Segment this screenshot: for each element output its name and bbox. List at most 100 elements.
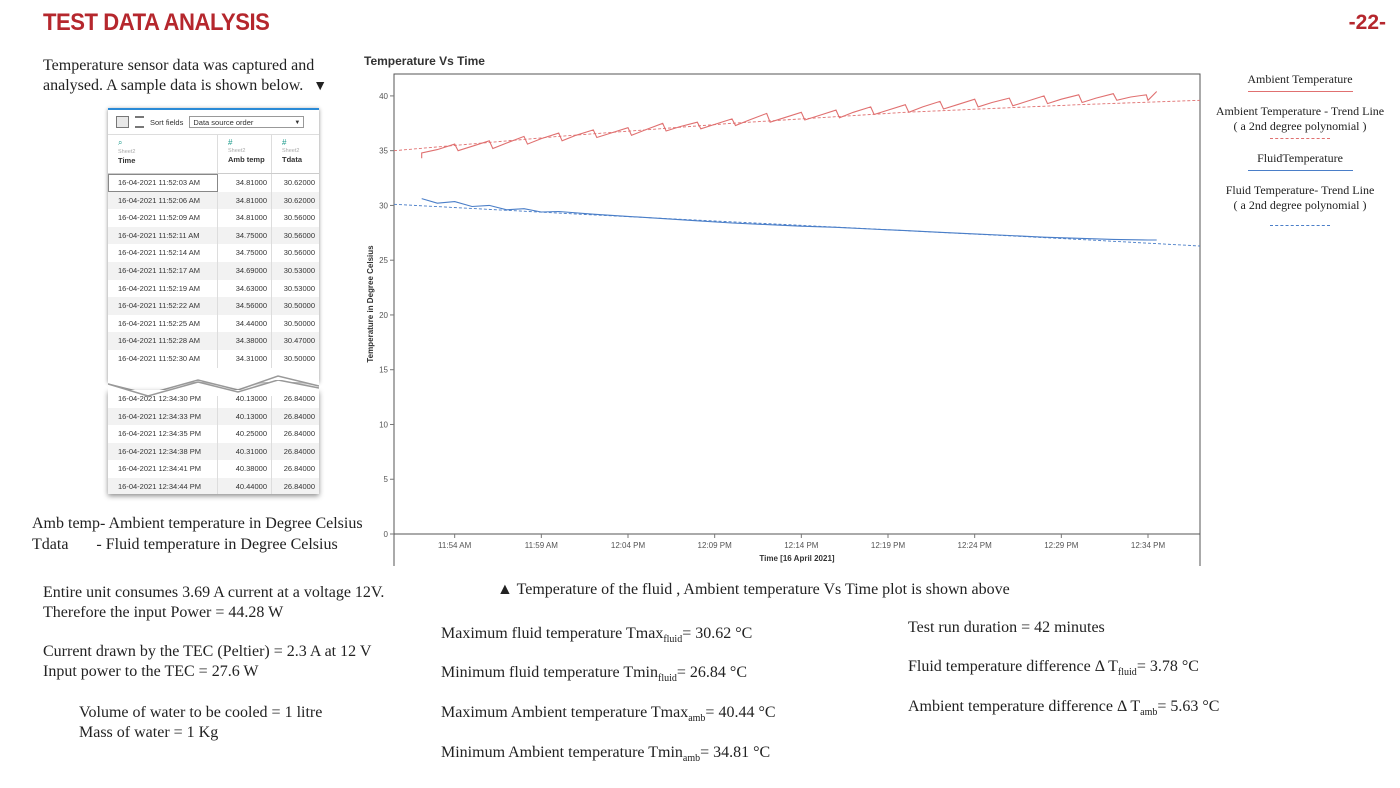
legend-label-2: ( a 2nd degree polynomial ) — [1233, 198, 1367, 212]
table-cell: 26.84000 — [283, 481, 315, 491]
table-row[interactable]: 16-04-2021 11:52:25 AM 34.44000 30.50000 — [108, 314, 319, 333]
table-cell: 34.38000 — [218, 332, 272, 350]
table-cell: 16-04-2021 11:52:22 AM — [108, 297, 218, 315]
table-cell: 34.31000 — [218, 349, 272, 368]
table-row[interactable]: 16-04-2021 11:52:06 AM 34.81000 30.62000 — [108, 191, 319, 210]
table-cell: 16-04-2021 11:52:19 AM — [108, 279, 218, 298]
power-line-1: Entire unit consumes 3.69 A current at a… — [43, 584, 385, 601]
table-row[interactable]: 16-04-2021 11:52:28 AM 34.38000 30.47000 — [108, 332, 319, 350]
column-header-time[interactable]: ⌕ Sheet2 Time — [108, 135, 218, 173]
stat-min-amb: Minimum Ambient temperature Tminamb= 34.… — [441, 743, 770, 769]
legend-swatch — [1270, 225, 1330, 226]
table-header: ⌕ Sheet2 Time # Sheet2 Amb temp # Sheet2… — [108, 135, 319, 174]
table-row[interactable]: 16-04-2021 12:34:33 PM 40.13000 26.84000 — [108, 407, 319, 426]
stat-value: = 26.84 °C — [676, 664, 747, 681]
legend-item-ambient-trend: Ambient Temperature - Trend Line ( a 2nd… — [1205, 104, 1395, 139]
table-toolbar: Sort fields Data source order ▼ — [108, 110, 319, 135]
table-body-bottom: 16-04-2021 12:34:30 PM 40.13000 26.84000 16… — [108, 390, 319, 494]
column-header-amb-temp[interactable]: # Sheet2 Amb temp — [218, 135, 272, 173]
column-legend: Amb temp- Ambient temperature in Degree … — [32, 513, 363, 555]
sort-fields-label: Sort fields — [150, 117, 184, 127]
column-header-tdata[interactable]: # Sheet2 Tdata — [272, 135, 319, 173]
intro-text: Temperature sensor data was captured and… — [43, 56, 343, 97]
table-row[interactable]: 16-04-2021 12:34:35 PM 40.25000 26.84000 — [108, 425, 319, 443]
stat-label: Fluid temperature difference Δ T — [908, 658, 1118, 675]
column-type-icon: ⌕ — [118, 138, 123, 147]
table-cell: 16-04-2021 12:34:33 PM — [108, 407, 218, 426]
x-tick-label: 12:04 PM — [611, 541, 646, 550]
legend-label-2: ( a 2nd degree polynomial ) — [1233, 119, 1367, 133]
stat-label: Minimum Ambient temperature Tmin — [441, 744, 683, 761]
column-legend-amb: Amb temp- Ambient temperature in Degree … — [32, 515, 363, 532]
intro-sentence: Temperature sensor data was captured and… — [43, 57, 315, 94]
power-line-6: Mass of water = 1 Kg — [79, 724, 219, 741]
table-cell: 34.44000 — [218, 314, 272, 333]
column-source: Sheet2 — [282, 148, 300, 154]
table-row[interactable]: 16-04-2021 12:34:30 PM 40.13000 26.84000 — [108, 390, 319, 408]
grid-view-icon[interactable] — [116, 116, 129, 128]
table-cell: 30.56000 — [283, 213, 315, 223]
x-tick-label: 12:14 PM — [784, 541, 819, 550]
stat-sub: fluid — [1117, 667, 1137, 678]
x-tick-label: 12:19 PM — [871, 541, 906, 550]
table-row[interactable]: 16-04-2021 11:52:30 AM 34.31000 30.50000 — [108, 349, 319, 368]
stat-sub: amb — [682, 753, 701, 764]
y-tick-label: 25 — [379, 256, 388, 265]
stat-label: Maximum Ambient temperature Tmax — [441, 704, 689, 721]
table-cell: 30.62000 — [283, 195, 315, 205]
tec-power: Current drawn by the TEC (Peltier) = 2.3… — [43, 642, 371, 682]
legend-label: Fluid Temperature- Trend Line — [1225, 183, 1375, 197]
table-row[interactable]: 16-04-2021 11:52:22 AM 34.56000 30.50000 — [108, 297, 319, 315]
x-axis-label: Time [16 April 2021] — [759, 554, 834, 563]
stat-min-fluid: Minimum fluid temperature Tminfluid= 26.… — [441, 663, 747, 689]
legend-label: Ambient Temperature - Trend Line — [1215, 104, 1385, 118]
arrow-down-icon: ▼ — [313, 79, 328, 94]
series-fluid-trend — [393, 203, 1201, 247]
x-tick-label: 11:54 AM — [438, 541, 472, 550]
sort-fields-select[interactable]: Data source order ▼ — [189, 116, 305, 128]
stat-max-fluid: Maximum fluid temperature Tmaxfluid= 30.… — [441, 624, 752, 650]
table-row[interactable]: 16-04-2021 11:52:17 AM 34.69000 30.53000 — [108, 261, 319, 280]
table-cell: 16-04-2021 11:52:28 AM — [108, 332, 218, 350]
list-view-icon[interactable] — [135, 116, 144, 128]
power-line-2: Therefore the input Power = 44.28 W — [43, 604, 284, 621]
table-row[interactable]: 16-04-2021 12:34:44 PM 40.44000 26.84000 — [108, 477, 319, 494]
stat-value: = 30.62 °C — [682, 625, 753, 642]
stat-duration: Test run duration = 42 minutes — [908, 619, 1105, 636]
power-line-3: Current drawn by the TEC (Peltier) = 2.3… — [43, 643, 372, 660]
column-source: Sheet2 — [228, 148, 246, 154]
table-row[interactable]: 16-04-2021 11:52:09 AM 34.81000 30.56000 — [108, 209, 319, 227]
table-row[interactable]: 16-04-2021 12:34:41 PM 40.38000 26.84000 — [108, 460, 319, 478]
table-cell: 34.81000 — [218, 191, 272, 210]
y-tick-label: 15 — [379, 366, 388, 375]
chevron-down-icon: ▼ — [294, 120, 301, 126]
table-row[interactable]: 16-04-2021 11:52:03 AM 34.81000 30.62000 — [108, 174, 319, 192]
table-cell: 16-04-2021 12:34:35 PM — [108, 425, 218, 443]
table-cell: 34.75000 — [218, 226, 272, 245]
page-title: TEST DATA ANALYSIS — [43, 9, 270, 36]
stat-sub: fluid — [663, 634, 683, 645]
column-name: Time — [118, 156, 136, 165]
chart-title: Temperature Vs Time — [364, 54, 485, 68]
sort-fields-value: Data source order — [193, 118, 254, 127]
y-tick-label: 35 — [379, 147, 388, 156]
stat-value: = 34.81 °C — [700, 744, 771, 761]
y-axis-label: Temperature in Degree Celsius — [366, 245, 375, 363]
x-tick-label: 12:34 PM — [1131, 541, 1166, 550]
table-cell: 30.50000 — [283, 318, 315, 328]
table-cell: 26.84000 — [283, 464, 315, 474]
table-row[interactable]: 16-04-2021 12:34:38 PM 40.31000 26.84000 — [108, 442, 319, 461]
table-cell: 16-04-2021 12:34:30 PM — [108, 390, 218, 408]
table-row[interactable]: 16-04-2021 11:52:14 AM 34.75000 30.56000 — [108, 244, 319, 262]
column-type-icon: # — [228, 138, 233, 147]
legend-item-fluid-trend: Fluid Temperature- Trend Line ( a 2nd de… — [1205, 183, 1395, 226]
table-cell: 26.84000 — [283, 446, 315, 456]
table-cell: 34.81000 — [218, 209, 272, 227]
table-row[interactable]: 16-04-2021 11:52:11 AM 34.75000 30.56000 — [108, 226, 319, 245]
table-cell: 16-04-2021 11:52:14 AM — [108, 244, 218, 262]
table-cell: 30.50000 — [283, 353, 315, 363]
table-row[interactable]: 16-04-2021 11:52:19 AM 34.63000 30.53000 — [108, 279, 319, 298]
y-tick-label: 5 — [384, 475, 389, 484]
y-tick-label: 0 — [384, 530, 389, 539]
plot-caption-text: Temperature of the fluid , Ambient tempe… — [516, 581, 1010, 598]
